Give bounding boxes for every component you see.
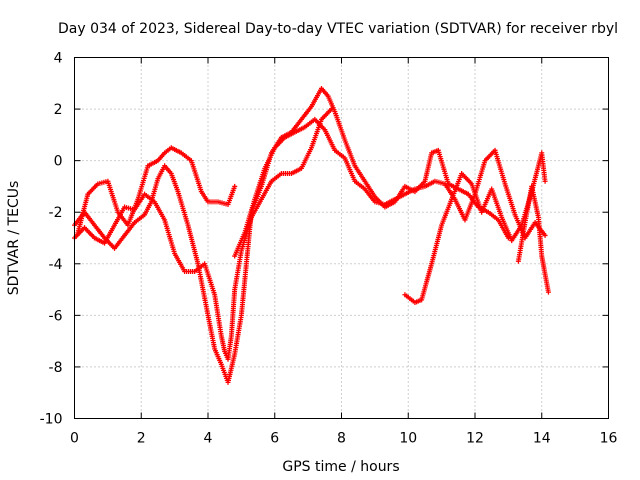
y-tick-label: -10 xyxy=(40,412,63,428)
y-tick-label: -8 xyxy=(49,360,63,376)
chart-title: Day 034 of 2023, Sidereal Day-to-day VTE… xyxy=(58,21,618,37)
series-track-d xyxy=(232,116,548,259)
y-tick-label: 2 xyxy=(54,102,63,118)
grid-lines xyxy=(74,57,609,419)
data-points xyxy=(72,85,551,385)
data-point xyxy=(542,232,548,238)
y-tick-label: -4 xyxy=(49,257,63,273)
x-tick-label: 10 xyxy=(399,431,417,447)
series-track-e xyxy=(402,150,548,305)
series-track-f xyxy=(515,183,551,295)
y-tick-labels: -10 -8 -6 -4 -2 0 2 4 xyxy=(40,51,63,428)
data-point xyxy=(542,178,548,184)
x-tick-label: 4 xyxy=(204,431,213,447)
x-tick-label: 0 xyxy=(70,431,79,447)
data-point xyxy=(545,289,551,295)
y-tick-label: 0 xyxy=(54,154,63,170)
x-tick-label: 16 xyxy=(600,431,618,447)
x-tick-label: 14 xyxy=(533,431,551,447)
series-track-c xyxy=(72,85,511,385)
x-tick-labels: 0 2 4 6 8 10 12 14 16 xyxy=(70,431,617,447)
x-tick-label: 12 xyxy=(466,431,484,447)
y-tick-label: -2 xyxy=(49,205,63,221)
x-tick-label: 6 xyxy=(270,431,279,447)
data-point xyxy=(232,183,238,189)
y-tick-label: -6 xyxy=(49,308,63,324)
x-tick-label: 2 xyxy=(137,431,146,447)
y-tick-label: 4 xyxy=(54,51,63,67)
x-axis-label: GPS time / hours xyxy=(282,459,399,475)
x-tick-label: 8 xyxy=(337,431,346,447)
y-axis-label: SDTVAR / TECUs xyxy=(6,181,22,296)
plot-frame xyxy=(74,57,609,419)
